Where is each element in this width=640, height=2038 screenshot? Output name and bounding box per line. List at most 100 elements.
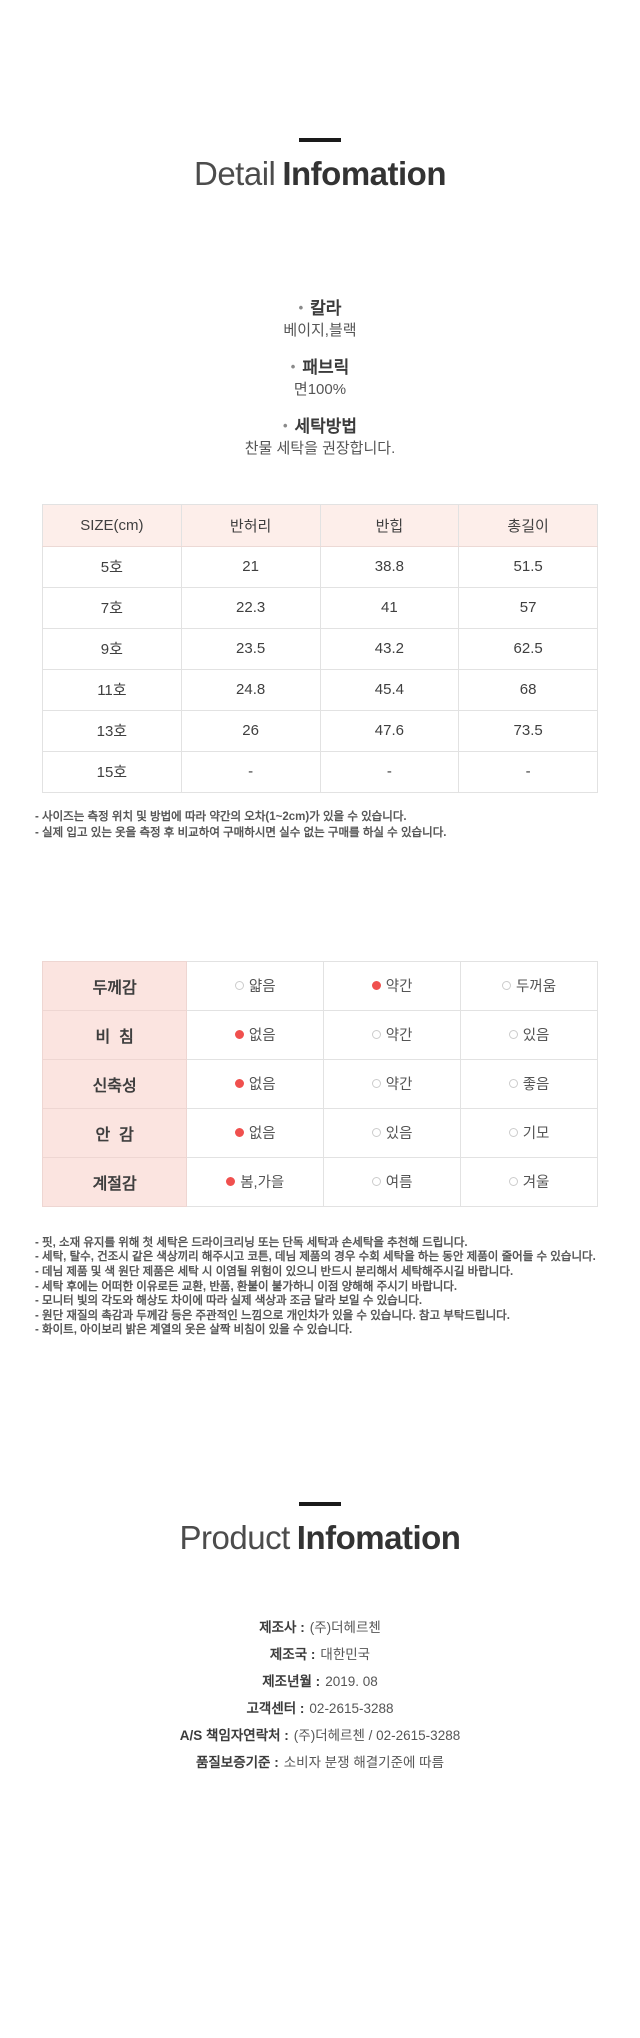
size-notes: - 사이즈는 측정 위치 및 방법에 따라 약간의 오차(1~2cm)가 있을 … — [35, 809, 605, 841]
info-customer-center: 고객센터 :02-2615-3288 — [246, 1700, 394, 1716]
table-cell: 47.6 — [319, 709, 460, 752]
table-cell: 11호 — [42, 668, 182, 711]
note-line: - 화이트, 아이보리 밝은 계열의 옷은 살짝 비침이 있을 수 있습니다. — [35, 1324, 353, 1337]
attr-option: 여름 — [323, 1156, 462, 1207]
attr-label: 신축성 — [41, 1058, 188, 1109]
radio-icon — [371, 1079, 381, 1089]
attr-option: 약간 — [323, 1058, 462, 1109]
radio-icon — [371, 1177, 381, 1187]
table-cell: - — [458, 750, 598, 793]
attr-option: 있음 — [323, 1107, 462, 1158]
table-cell: - — [319, 750, 460, 793]
note-line: - 실제 입고 있는 옷을 측정 후 비교하여 구매하시면 실수 없는 구매를 … — [35, 826, 447, 839]
table-cell: 23.5 — [180, 627, 321, 670]
table-cell: 41 — [319, 586, 460, 629]
detail-section-title: Detail Infomation — [0, 153, 640, 196]
spec-label: 세탁방법 — [294, 416, 358, 436]
table-cell: 57 — [458, 586, 598, 629]
table-cell: 45.4 — [319, 668, 460, 711]
attr-option: 없음 — [186, 1058, 325, 1109]
size-col-header: 반허리 — [180, 503, 321, 547]
product-title-light: Product — [179, 1519, 291, 1557]
info-date: 제조년월 :2019. 08 — [262, 1673, 378, 1689]
table-cell: - — [180, 750, 321, 793]
attr-option: 약간 — [323, 960, 462, 1011]
manufacturer-info-list: 제조사 : (주)더헤르첸 제조국 : 대한민국 제조년월 :2019. 08 고객… — [0, 1614, 640, 1776]
spec-value: 찬물 세탁을 권장합니다. — [244, 439, 396, 457]
radio-icon — [234, 1030, 244, 1040]
table-row-elasticity: 신축성 없음 약간 좋음 — [41, 1058, 598, 1109]
table-cell: 24.8 — [180, 668, 321, 711]
attr-label: 두께감 — [41, 960, 188, 1011]
info-country: 제조국 : 대한민국 — [269, 1646, 371, 1662]
product-section-dash — [299, 1502, 341, 1507]
note-line: - 모니터 빛의 각도와 해상도 차이에 따라 실제 색상과 조금 달라 보일 … — [35, 1295, 423, 1308]
radio-icon — [502, 981, 512, 991]
table-row: 15호 - - - — [42, 750, 598, 793]
radio-icon — [371, 1030, 381, 1040]
note-line: - 핏, 소재 유지를 위해 첫 세탁은 드라이크리닝 또는 단독 세탁과 손세… — [35, 1236, 468, 1249]
table-row-thickness: 두께감 얇음 약간 두꺼움 — [41, 960, 598, 1011]
size-table: SIZE(cm) 반허리 반힙 총길이 5호 21 38.8 51.5 7호 2… — [42, 503, 598, 793]
table-row: 7호 22.3 41 57 — [42, 586, 598, 629]
table-cell: 51.5 — [458, 545, 598, 588]
table-cell: 22.3 — [180, 586, 321, 629]
detail-title-light: Detail — [193, 155, 276, 192]
table-cell: 38.8 — [319, 545, 460, 588]
size-col-header: 반힙 — [319, 503, 460, 547]
detail-title-bold: Infomation — [282, 155, 447, 192]
info-as-contact: A/S 책임자연락처 : (주)더헤르첸 / 02-2615-3288 — [179, 1727, 461, 1743]
product-title-bold: Infomation — [296, 1519, 461, 1557]
care-notes: - 핏, 소재 유지를 위해 첫 세탁은 드라이크리닝 또는 단독 세탁과 손세… — [35, 1236, 605, 1338]
table-row-lining: 안 감 없음 있음 기모 — [41, 1107, 598, 1158]
radio-icon — [508, 1128, 518, 1138]
radio-icon — [371, 1128, 381, 1138]
radio-icon — [508, 1177, 518, 1187]
size-col-header: SIZE(cm) — [42, 503, 182, 547]
radio-icon — [234, 1128, 244, 1138]
spec-color: • 칼라 베이지,블랙 — [0, 296, 640, 342]
attribute-table: 두께감 얇음 약간 두꺼움 비 침 없음 약간 있음 신축성 없음 약간 좋음 … — [41, 960, 598, 1207]
bullet-icon: • — [290, 358, 296, 374]
radio-icon — [508, 1030, 518, 1040]
attr-option: 겨울 — [460, 1156, 598, 1207]
product-spec-list: • 칼라 베이지,블랙 • 패브릭 면100% • 세탁방법 찬물 세탁을 권장합니다… — [0, 296, 640, 460]
size-col-header: 총길이 — [458, 503, 598, 547]
product-section-title: Product Infomation — [0, 1517, 640, 1560]
radio-icon — [234, 1079, 244, 1089]
attr-label: 비 침 — [41, 1009, 188, 1060]
table-cell: 62.5 — [458, 627, 598, 670]
attr-option: 두꺼움 — [460, 960, 598, 1011]
table-cell: 43.2 — [319, 627, 460, 670]
attr-label: 안 감 — [41, 1107, 188, 1158]
spec-washing: • 세탁방법 찬물 세탁을 권장합니다. — [0, 414, 640, 460]
table-row-sheerness: 비 침 없음 약간 있음 — [41, 1009, 598, 1060]
radio-icon — [508, 1079, 518, 1089]
radio-icon — [371, 981, 381, 991]
spec-value: 면100% — [293, 380, 347, 398]
table-cell: 5호 — [42, 545, 182, 588]
bullet-icon: • — [298, 299, 304, 315]
attr-option: 약간 — [323, 1009, 462, 1060]
table-cell: 13호 — [42, 709, 182, 752]
spec-label: 칼라 — [310, 298, 342, 318]
table-cell: 21 — [180, 545, 321, 588]
info-warranty: 품질보증기준 : 소비자 분쟁 해결기준에 따름 — [195, 1754, 445, 1770]
detail-section-dash — [299, 138, 341, 142]
attr-option: 있음 — [460, 1009, 598, 1060]
bullet-icon: • — [282, 417, 288, 433]
radio-icon — [234, 981, 244, 991]
table-cell: 7호 — [42, 586, 182, 629]
attr-option: 없음 — [186, 1009, 325, 1060]
radio-icon — [226, 1177, 236, 1187]
table-row: 13호 26 47.6 73.5 — [42, 709, 598, 752]
note-line: - 데님 제품 및 색 원단 제품은 세탁 시 이염될 위험이 있으니 반드시 … — [35, 1266, 514, 1279]
table-row: 11호 24.8 45.4 68 — [42, 668, 598, 711]
table-cell: 73.5 — [458, 709, 598, 752]
attr-option: 없음 — [186, 1107, 325, 1158]
table-cell: 26 — [180, 709, 321, 752]
note-line: - 사이즈는 측정 위치 및 방법에 따라 약간의 오차(1~2cm)가 있을 … — [35, 810, 407, 823]
info-manufacturer: 제조사 : (주)더헤르첸 — [259, 1619, 381, 1635]
spec-label: 패브릭 — [302, 357, 350, 377]
table-cell: 9호 — [42, 627, 182, 670]
